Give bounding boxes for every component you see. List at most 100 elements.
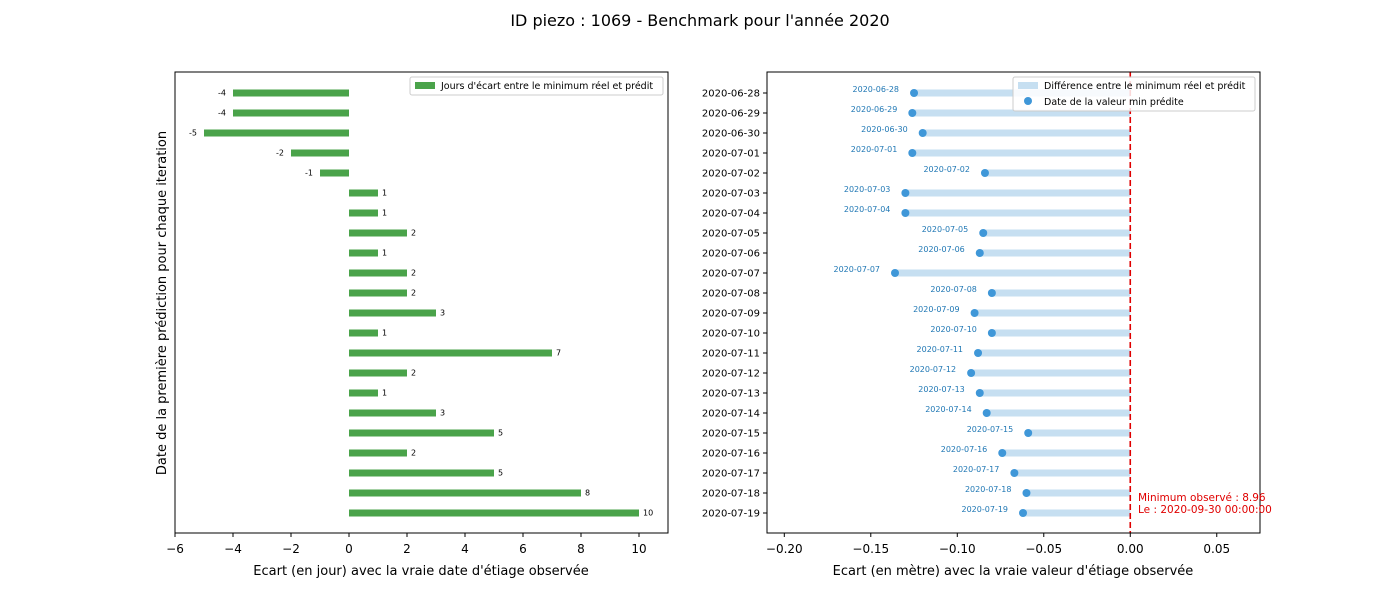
left-x-tick-label: 0 [345, 542, 353, 556]
left-bar-value-label: 2 [411, 369, 416, 378]
right-y-tick-label: 2020-07-01 [702, 149, 760, 160]
left-bar [349, 469, 494, 477]
left-bar-value-label: -2 [276, 149, 284, 158]
right-difference-band [979, 249, 1131, 257]
left-bar [349, 189, 378, 197]
right-difference-band [895, 269, 1131, 277]
left-x-tick-label: 6 [519, 542, 527, 556]
right-plot-frame [766, 71, 1261, 534]
left-bar-value-label: -4 [218, 89, 226, 98]
right-point-label: 2020-07-05 [922, 225, 969, 234]
left-bar [349, 249, 378, 257]
right-y-tick-label: 2020-07-09 [702, 309, 760, 320]
right-point-label: 2020-07-10 [930, 325, 977, 334]
right-difference-band [1028, 429, 1131, 437]
right-point [918, 129, 927, 137]
left-chart: -4 -4 -5 -2 -1 1 1 2 1 2 2 3 1 7 2 1 3 5 2 5 8 10 −6 −4 −2 0 2 4 6 8… [155, 71, 669, 579]
right-difference-band [991, 289, 1131, 297]
right-point-label: 2020-07-06 [918, 245, 965, 254]
right-x-ticks: −0.20 −0.15 −0.10 −0.05 0.00 0.05 [766, 533, 1230, 556]
left-x-tick-label: 4 [461, 542, 469, 556]
left-bar [233, 109, 349, 117]
left-bar [349, 449, 407, 457]
left-x-tick-label: −4 [224, 542, 242, 556]
right-point [987, 329, 996, 337]
right-difference-band [1014, 469, 1131, 477]
right-point [974, 349, 983, 357]
right-difference-band [983, 229, 1131, 237]
left-bar-value-label: 1 [382, 389, 387, 398]
left-bar-value-label: 8 [585, 489, 590, 498]
right-y-tick-label: 2020-07-10 [702, 329, 760, 340]
right-point-label: 2020-06-29 [851, 105, 898, 114]
right-point [908, 109, 917, 117]
right-point [901, 209, 910, 217]
right-x-tick-label: −0.05 [1025, 542, 1062, 556]
left-x-tick-label: 2 [403, 542, 411, 556]
left-bar [349, 349, 552, 357]
right-x-axis-label: Ecart (en mètre) avec la vraie valeur d'… [833, 564, 1194, 579]
right-legend-label-band: Différence entre le minimum réel et préd… [1044, 81, 1246, 92]
left-bar-value-label: 1 [382, 249, 387, 258]
right-y-tick-label: 2020-07-02 [702, 169, 760, 180]
left-bar [349, 289, 407, 297]
right-point [891, 269, 900, 277]
right-point [967, 369, 976, 377]
right-point-label: 2020-07-03 [844, 185, 891, 194]
right-difference-band [979, 389, 1131, 397]
left-bar-value-label: 2 [411, 289, 416, 298]
right-x-tick-label: 0.00 [1117, 542, 1144, 556]
right-point-label: 2020-07-08 [930, 285, 977, 294]
left-legend-swatch [415, 82, 435, 89]
right-point [998, 449, 1007, 457]
left-bar-value-label: 3 [440, 309, 445, 318]
right-point [970, 309, 979, 317]
right-y-tick-label: 2020-07-06 [702, 249, 760, 260]
right-point-label: 2020-07-15 [967, 425, 1014, 434]
left-bar-value-label: 2 [411, 269, 416, 278]
left-bar [349, 229, 407, 237]
right-point [980, 169, 989, 177]
right-point [1022, 489, 1031, 497]
left-bar [349, 389, 378, 397]
right-legend-box [1012, 76, 1256, 112]
right-legend: Différence entre le minimum réel et préd… [1012, 76, 1256, 112]
left-bar [349, 209, 378, 217]
right-point [975, 389, 984, 397]
right-difference-band [912, 109, 1131, 117]
right-difference-band [978, 349, 1131, 357]
right-point-label: 2020-07-12 [910, 365, 957, 374]
left-legend-box [409, 76, 664, 96]
left-bar [349, 269, 407, 277]
right-difference-band [922, 129, 1131, 137]
right-difference-band [905, 189, 1131, 197]
right-point [910, 89, 919, 97]
right-y-tick-label: 2020-07-18 [702, 489, 760, 500]
left-bar [349, 409, 436, 417]
figure-title: ID piezo : 1069 - Benchmark pour l'année… [510, 11, 889, 30]
right-point [1019, 509, 1028, 517]
right-point [1010, 469, 1019, 477]
left-bar-value-label: 1 [382, 209, 387, 218]
left-y-axis-label: Date de la première prédiction pour chaq… [155, 131, 170, 475]
left-x-tick-label: 8 [577, 542, 585, 556]
right-y-tick-label: 2020-07-13 [702, 389, 760, 400]
right-y-tick-label: 2020-07-08 [702, 289, 760, 300]
left-bar-value-label: 5 [498, 429, 503, 438]
left-x-tick-label: 10 [631, 542, 646, 556]
right-y-tick-label: 2020-07-15 [702, 429, 760, 440]
right-y-tick-label: 2020-06-30 [702, 129, 760, 140]
left-x-axis-label: Ecart (en jour) avec la vraie date d'éti… [253, 564, 588, 579]
right-point-label: 2020-07-07 [834, 265, 881, 274]
right-y-tick-label: 2020-07-03 [702, 189, 760, 200]
right-y-tick-label: 2020-07-11 [702, 349, 760, 360]
left-bar-value-label: 1 [382, 189, 387, 198]
left-bar [349, 489, 581, 497]
left-x-tick-label: −6 [166, 542, 184, 556]
right-difference-band [991, 329, 1131, 337]
left-bar [291, 149, 349, 157]
left-bar-value-label: 2 [411, 229, 416, 238]
right-annotation-line2: Le : 2020-09-30 00:00:00 [1138, 504, 1272, 516]
right-difference-band [905, 209, 1131, 217]
